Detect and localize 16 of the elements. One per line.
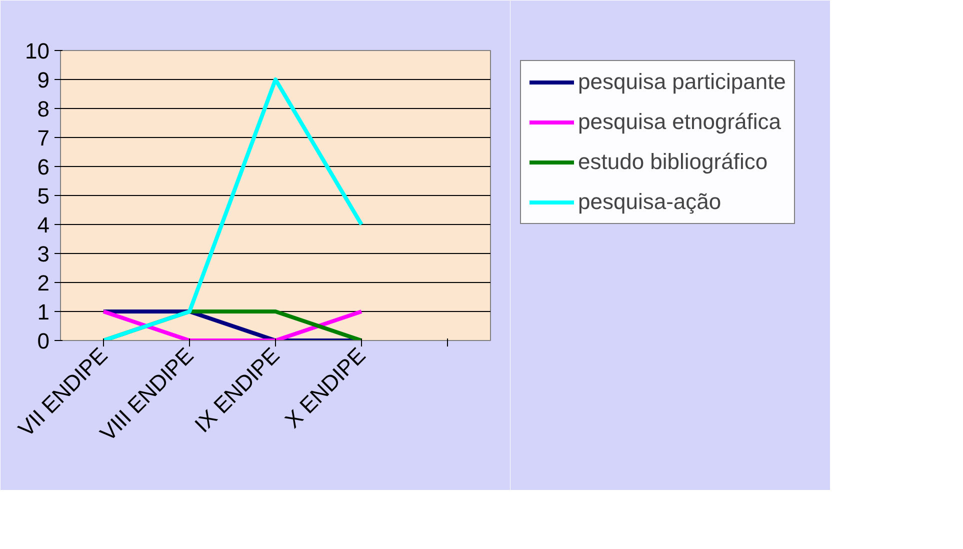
legend-label: pesquisa participante [578, 69, 786, 95]
y-tick-label: 10 [25, 38, 50, 64]
y-tick-label: 3 [37, 242, 50, 266]
y-tick-label: 9 [37, 68, 50, 92]
line-series [102, 78, 364, 340]
y-tick-label: 6 [37, 154, 50, 180]
legend-label: pesquisa-ação [578, 189, 722, 215]
y-tick-label: 1 [37, 300, 50, 324]
y-tick-label: 7 [37, 126, 50, 150]
y-tick-label: 5 [37, 184, 50, 208]
y-tick-label: 0 [37, 328, 50, 354]
y-tick-label: 4 [37, 212, 50, 238]
legend-label: pesquisa etnográfica [578, 109, 782, 135]
y-tick-label: 8 [37, 96, 50, 122]
legend-label: estudo bibliográfico [578, 149, 768, 175]
y-tick-label: 2 [37, 270, 50, 296]
